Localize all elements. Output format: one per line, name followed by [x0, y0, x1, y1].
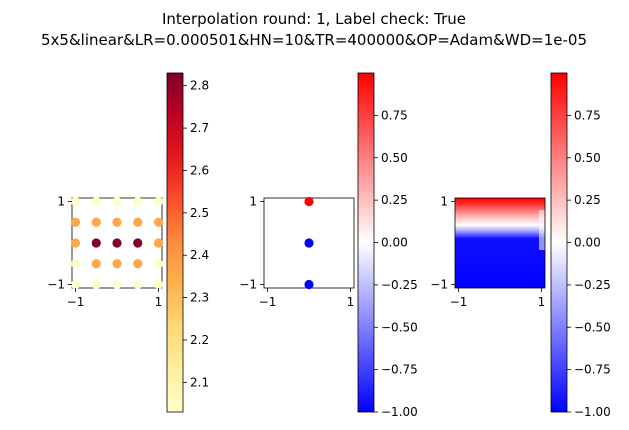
- scatter-point: [153, 279, 164, 290]
- scatter-point: [91, 259, 101, 269]
- colorbar-tick-label: 0.25: [381, 193, 408, 207]
- colorbar-tick-label: −0.50: [381, 320, 418, 334]
- scatter-point: [112, 196, 122, 207]
- scatter-point: [304, 279, 314, 290]
- figure-title-line2: 5x5&linear&LR=0.000501&HN=10&TR=400000&O…: [41, 31, 587, 49]
- scatter-point: [91, 217, 101, 227]
- scatter-point: [133, 279, 143, 290]
- colorbar-3: [550, 72, 568, 413]
- colorbar-tick-label: 2.1: [190, 375, 209, 389]
- y-tick-label: −1: [239, 278, 257, 292]
- scatter-point: [91, 279, 101, 290]
- heatmap-field: [455, 198, 545, 288]
- colorbar-tick-label: −1.00: [381, 405, 418, 419]
- scatter-point: [153, 238, 164, 248]
- x-tick-label: −1: [259, 295, 277, 309]
- colorbar-tick-label: 0.00: [574, 236, 601, 250]
- scatter-point: [91, 196, 101, 207]
- x-tick-label: 1: [347, 295, 355, 309]
- colorbar-tick-label: 2.8: [190, 79, 209, 93]
- scatter-point: [70, 217, 81, 227]
- colorbar-tick-label: 2.4: [190, 248, 209, 262]
- scatter-point: [153, 217, 164, 227]
- colorbar-tick-label: 0.25: [574, 193, 601, 207]
- scatter-point: [133, 217, 143, 227]
- colorbar-tick-label: 0.75: [574, 108, 601, 122]
- colorbar-tick-label: 2.2: [190, 333, 209, 347]
- scatter-point: [70, 259, 81, 269]
- scatter-point: [70, 279, 81, 290]
- colorbar-tick-label: 0.75: [381, 108, 408, 122]
- colorbar-tick-label: −0.75: [574, 363, 611, 377]
- colorbar-tick-label: −0.50: [574, 320, 611, 334]
- colorbar-tick-label: 2.6: [190, 163, 209, 177]
- scatter-point: [133, 238, 143, 248]
- y-tick-label: −1: [430, 278, 448, 292]
- colorbar-1: [166, 72, 184, 413]
- axes-frame-3: [454, 197, 546, 289]
- scatter-point: [91, 238, 101, 248]
- colorbar-tick-label: 0.50: [574, 151, 601, 165]
- figure-title-line1: Interpolation round: 1, Label check: Tru…: [162, 10, 466, 28]
- scatter-point: [153, 259, 164, 269]
- colorbar-2: [357, 72, 375, 413]
- colorbar-tick-label: 2.3: [190, 291, 209, 305]
- scatter-point: [112, 259, 122, 269]
- scatter-point: [133, 196, 143, 207]
- x-tick-label: 1: [538, 295, 546, 309]
- y-tick-label: 1: [249, 195, 257, 209]
- scatter-point: [112, 279, 122, 290]
- x-tick-label: 1: [155, 295, 163, 309]
- y-tick-label: 1: [57, 195, 65, 209]
- scatter-point: [112, 217, 122, 227]
- colorbar-tick-label: −0.75: [381, 363, 418, 377]
- colorbar-tick-label: 2.5: [190, 206, 209, 220]
- heatmap-edge-feature: [539, 210, 545, 250]
- colorbar-tick-label: 0.00: [381, 236, 408, 250]
- colorbar-tick-label: 2.7: [190, 121, 209, 135]
- x-tick-label: −1: [67, 295, 85, 309]
- y-tick-label: 1: [440, 195, 448, 209]
- y-tick-label: −1: [47, 278, 65, 292]
- colorbar-tick-label: −0.25: [574, 278, 611, 292]
- x-tick-label: −1: [450, 295, 468, 309]
- scatter-point: [304, 196, 314, 207]
- colorbar-tick-label: −0.25: [381, 278, 418, 292]
- colorbar-tick-label: −1.00: [574, 405, 611, 419]
- scatter-point: [112, 238, 122, 248]
- scatter-point: [70, 238, 81, 248]
- scatter-point: [133, 259, 143, 269]
- scatter-point: [70, 196, 81, 207]
- scatter-point: [304, 238, 314, 248]
- scatter-point: [153, 196, 164, 207]
- colorbar-tick-label: 0.50: [381, 151, 408, 165]
